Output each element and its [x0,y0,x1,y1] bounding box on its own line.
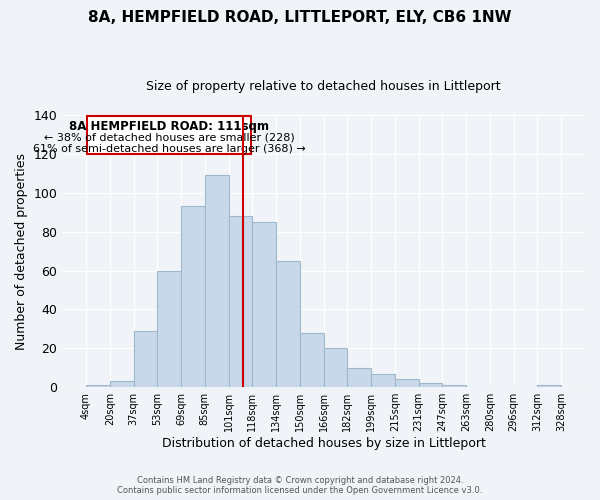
X-axis label: Distribution of detached houses by size in Littleport: Distribution of detached houses by size … [162,437,485,450]
Bar [253,222,276,387]
FancyBboxPatch shape [87,116,251,154]
Bar [229,216,253,387]
Bar [538,386,561,387]
Title: Size of property relative to detached houses in Littleport: Size of property relative to detached ho… [146,80,501,93]
Bar [134,331,157,387]
Bar [442,386,466,387]
Y-axis label: Number of detached properties: Number of detached properties [15,152,28,350]
Bar [347,368,371,387]
Bar [395,380,419,387]
Bar [276,261,300,387]
Text: 8A, HEMPFIELD ROAD, LITTLEPORT, ELY, CB6 1NW: 8A, HEMPFIELD ROAD, LITTLEPORT, ELY, CB6… [88,10,512,25]
Text: 8A HEMPFIELD ROAD: 111sqm: 8A HEMPFIELD ROAD: 111sqm [69,120,269,133]
Text: Contains HM Land Registry data © Crown copyright and database right 2024.
Contai: Contains HM Land Registry data © Crown c… [118,476,482,495]
Bar [419,384,442,387]
Bar [157,270,181,387]
Text: ← 38% of detached houses are smaller (228): ← 38% of detached houses are smaller (22… [44,132,295,142]
Bar [205,176,229,387]
Bar [371,374,395,387]
Text: 61% of semi-detached houses are larger (368) →: 61% of semi-detached houses are larger (… [33,144,305,154]
Bar [323,348,347,387]
Bar [86,386,110,387]
Bar [300,333,323,387]
Bar [181,206,205,387]
Bar [110,382,134,387]
